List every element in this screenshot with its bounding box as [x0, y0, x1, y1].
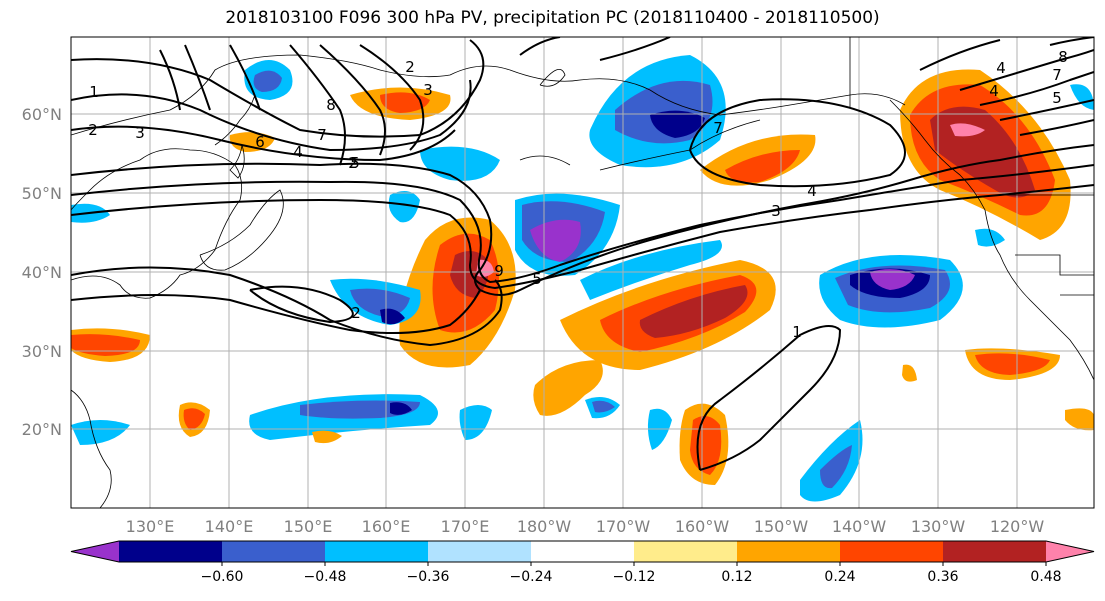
contour-label: 3	[135, 124, 145, 142]
colorbar-tick-label: −0.36	[407, 569, 450, 585]
colorbar-segment	[840, 541, 944, 562]
shade-blob	[650, 110, 705, 138]
colorbar-segment	[119, 541, 223, 562]
contour-label: 9	[494, 262, 504, 280]
longitude-labels: 130°E 140°E 150°E 160°E 170°E 180°W 170°…	[126, 517, 1045, 536]
colorbar-outline	[70, 540, 1095, 563]
contour-label: 7	[713, 119, 723, 137]
shade-blob	[1070, 84, 1094, 110]
colorbar-extend-high	[1046, 541, 1094, 562]
shade-blob	[350, 288, 410, 317]
colorbar-segment	[222, 541, 326, 562]
shade-blob	[183, 408, 205, 430]
lat-label: 60°N	[22, 105, 62, 124]
contour-label: 5	[1052, 89, 1062, 107]
contour-label: 4	[989, 82, 999, 100]
shade-blob	[253, 70, 282, 92]
contour-label: 8	[1058, 48, 1068, 66]
colorbar-tick-label: −0.48	[304, 569, 347, 585]
lon-label: 160°W	[675, 517, 730, 536]
shade-blob	[975, 353, 1050, 375]
lon-label: 130°E	[126, 517, 175, 536]
shade-blob	[1065, 408, 1094, 431]
shade-blob	[71, 420, 130, 445]
contour-label: 4	[996, 59, 1006, 77]
contour-label: 8	[326, 96, 336, 114]
lon-label: 160°E	[362, 517, 411, 536]
colorbar-segment	[634, 541, 738, 562]
lat-label: 20°N	[22, 420, 62, 439]
contour-label: 1	[792, 323, 802, 341]
lon-label: 170°W	[596, 517, 651, 536]
contour-label: 1	[89, 83, 99, 101]
lon-label: 180°W	[517, 517, 572, 536]
colorbar-tick-label: −0.24	[510, 569, 553, 585]
colorbar-tick-label: −0.60	[201, 569, 244, 585]
contour-label: 4	[293, 143, 303, 161]
contour-label: 7	[317, 126, 327, 144]
contour-label: 2	[88, 121, 98, 139]
contour-labels: 1 2 3 4 5 6 7 8 2 3 4 7 4 5 7 8 2 5 3 4 …	[88, 48, 1068, 341]
colorbar-tick-label: 0.48	[1030, 569, 1061, 585]
shade-blob	[312, 430, 342, 444]
pv-contours	[71, 37, 1094, 471]
contour-label: 2	[405, 58, 415, 76]
lon-label: 150°W	[754, 517, 809, 536]
colorbar-tick-label: 0.24	[824, 569, 855, 585]
lon-label: 150°E	[284, 517, 333, 536]
colorbar-segment	[428, 541, 532, 562]
shade-blob	[459, 405, 492, 440]
shade-blob	[229, 132, 275, 152]
shade-blob	[870, 269, 915, 290]
shade-blob	[950, 123, 985, 137]
lon-label: 170°E	[441, 517, 490, 536]
colorbar: −0.60 −0.48 −0.36 −0.24 −0.12 0.12 0.24 0.36 0.4…	[70, 540, 1095, 585]
lat-label: 50°N	[22, 184, 62, 203]
contour-label: 6	[255, 133, 265, 151]
shade-blob	[530, 219, 581, 262]
contour-label: 3	[423, 81, 433, 99]
contour-label: 4	[807, 182, 817, 200]
colorbar-tick-label: 0.12	[721, 569, 752, 585]
shade-blob	[580, 240, 722, 300]
colorbar-segment	[531, 541, 635, 562]
latitude-labels: 60°N 50°N 40°N 30°N 20°N	[22, 105, 62, 439]
shade-blob	[592, 400, 615, 413]
contour-label: 5	[532, 270, 542, 288]
colorbar-tick-label: 0.36	[927, 569, 958, 585]
lon-label: 120°W	[990, 517, 1045, 536]
lat-label: 40°N	[22, 263, 62, 282]
shade-blob	[388, 191, 420, 223]
contour-label: 7	[1052, 66, 1062, 84]
lat-label: 30°N	[22, 342, 62, 361]
contour-label: 2	[351, 304, 361, 322]
plot-frame	[70, 36, 1095, 509]
lon-label: 140°W	[832, 517, 887, 536]
map-title: 2018103100 F096 300 hPa PV, precipitatio…	[225, 8, 880, 28]
shade-blob	[975, 228, 1005, 247]
colorbar-segment	[325, 541, 429, 562]
shade-blob	[533, 360, 603, 416]
shade-blob	[639, 285, 748, 338]
shade-blob	[820, 445, 852, 489]
lon-label: 130°W	[911, 517, 966, 536]
political-boundaries	[849, 37, 1094, 296]
contour-label: 3	[771, 202, 781, 220]
lon-label: 140°E	[205, 517, 254, 536]
shade-blob	[390, 402, 412, 415]
shade-blob	[420, 146, 500, 181]
colorbar-extend-low	[71, 541, 119, 562]
contour-label: 5	[350, 154, 360, 172]
colorbar-segment	[737, 541, 841, 562]
coastlines	[71, 54, 1094, 508]
colorbar-tick-label: −0.12	[613, 569, 656, 585]
shade-blob	[902, 364, 917, 382]
colorbar-segment	[943, 541, 1047, 562]
contour-label: 2	[348, 154, 358, 172]
